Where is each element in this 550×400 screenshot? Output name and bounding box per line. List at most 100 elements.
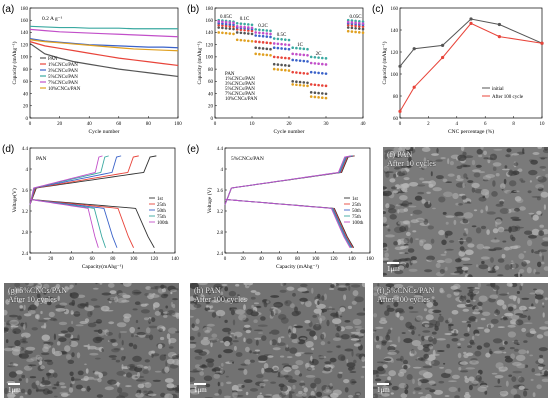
panel-b-point xyxy=(254,40,257,43)
panel-b-point xyxy=(239,22,243,25)
scale-bar-i: 1μm xyxy=(377,383,390,394)
panel-b-point xyxy=(258,34,261,38)
panel-b-point xyxy=(272,46,276,50)
sem-caption-f-line1: (f) PAN xyxy=(387,150,413,159)
sem-caption-g-line2: After 10 cycles xyxy=(8,295,57,304)
panel-b-point xyxy=(302,59,306,63)
panel-b-point xyxy=(269,47,272,51)
panel-b-point xyxy=(306,84,309,88)
panel-b-point xyxy=(287,64,291,67)
panel-b-point xyxy=(317,91,320,95)
panel-b-point xyxy=(309,55,313,59)
panel-e-plot-frame xyxy=(224,147,371,254)
panel-b-point xyxy=(291,52,294,56)
panel-b-point xyxy=(321,71,324,75)
panel-e-xtick-label: 60 xyxy=(277,257,283,262)
panel-d-xtick-label: 140 xyxy=(171,257,179,262)
panel-d-ylabel: Voltage(V) xyxy=(11,188,18,213)
panel-b-point xyxy=(217,21,220,25)
panel-b-point xyxy=(324,84,328,88)
panel-e-charge-curve xyxy=(224,155,354,205)
panel-b-legend-label: 3%CNCs/PAN xyxy=(225,82,255,87)
panel-b-point xyxy=(358,20,361,23)
panel-b-point xyxy=(232,27,235,31)
panel-e-xtick-label: 140 xyxy=(348,257,356,262)
panel-b-point xyxy=(265,29,269,32)
panel-b-point xyxy=(254,31,257,34)
panel-b-point xyxy=(269,54,272,57)
panel-b-point xyxy=(306,81,309,85)
panel-d-xtick-label: 20 xyxy=(48,257,54,262)
panel-e-charge-curve xyxy=(224,155,355,205)
panel-b-point xyxy=(276,46,280,50)
panel-b-point xyxy=(298,71,302,75)
panel-c-ytick-label: 60 xyxy=(393,117,399,122)
panel-b-ylabel: Capacity (mAhg⁻¹) xyxy=(196,41,203,84)
panel-b-point xyxy=(261,47,265,50)
panel-b-point xyxy=(232,21,235,25)
panel-d-ytick-label: 4.4 xyxy=(22,147,29,152)
panel-e-ytick-label: 3.6 xyxy=(217,189,224,194)
panel-b-point xyxy=(217,20,220,23)
panel-b-ytick-label: 60 xyxy=(208,80,214,85)
panel-b-point xyxy=(346,26,350,29)
panel-b-point xyxy=(361,20,365,23)
panel-e-legend-label: 1st xyxy=(352,197,358,202)
panel-b-point xyxy=(250,32,254,36)
panel-b-ytick-label: 120 xyxy=(206,43,214,48)
panel-b-legend-label: 1%CNCs/PAN xyxy=(225,77,255,82)
panel-b-point xyxy=(265,32,269,35)
panel-b-point xyxy=(350,21,354,24)
panel-e-ytick-label: 4 xyxy=(221,168,224,173)
panel-d-ytick-label: 2.8 xyxy=(22,231,29,236)
panel-b-point xyxy=(298,83,302,87)
panel-b-point xyxy=(284,64,287,67)
panel-b-point xyxy=(346,29,350,33)
panel-b-point xyxy=(276,55,280,59)
panel-b-point xyxy=(221,26,224,30)
panel-a-ytick-label: 140 xyxy=(21,31,29,36)
panel-e-discharge-curve xyxy=(224,199,354,248)
panel-b-point xyxy=(350,26,354,30)
panel-b-point xyxy=(276,37,280,41)
panel-b-point xyxy=(232,25,235,28)
panel-e-xtick-label: 0 xyxy=(224,257,227,262)
panel-b-point xyxy=(284,56,287,60)
panel-a-legend-label: 5%CNCs/PAN xyxy=(48,75,78,80)
panel-b-point xyxy=(317,71,320,75)
panel-b-legend-label: 5%CNCs/PAN xyxy=(225,87,255,92)
panel-b-rate-label: 0.05C xyxy=(350,15,363,20)
panel-c-xtick-label: 4 xyxy=(456,122,459,127)
sem-caption-f: (f) PAN After 10 cycles xyxy=(387,150,436,168)
panel-b-point xyxy=(228,32,232,35)
panel-e-ytick-label: 2.4 xyxy=(217,252,224,257)
panel-b-point xyxy=(269,41,272,45)
panel-b-point xyxy=(302,53,306,57)
panel-b-point xyxy=(276,63,280,66)
panel-d-ytick-label: 4 xyxy=(26,168,29,173)
panel-b-point xyxy=(354,21,357,25)
panel-b-point xyxy=(361,25,365,28)
panel-b-rate-label: 0.1C xyxy=(240,17,250,22)
panel-a-xtick-label: 40 xyxy=(87,122,93,127)
panel-b-point xyxy=(261,34,265,38)
panel-b-point xyxy=(309,95,313,98)
panel-b-ytick-label: 0 xyxy=(211,117,214,122)
panel-a-plot-frame xyxy=(29,7,179,119)
panel-b-point xyxy=(284,47,287,51)
panel-b-point xyxy=(302,81,306,84)
panel-d-charge-curve xyxy=(29,155,103,205)
panel-b-point xyxy=(295,80,298,83)
panel-e-discharge-curve xyxy=(224,199,351,248)
panel-c-point xyxy=(412,85,416,89)
panel-b-point xyxy=(313,71,317,74)
panel-b-point xyxy=(321,56,324,60)
panel-e-xtick-label: 120 xyxy=(330,257,338,262)
panel-d-legend-label: 1st xyxy=(157,197,163,202)
panel-b-legend-label: 7%CNCs/PAN xyxy=(225,92,255,97)
panel-a-rate: 0.2 A g⁻¹ xyxy=(42,16,63,22)
panel-b-point xyxy=(361,31,365,34)
panel-b-point xyxy=(258,28,261,32)
panel-b-point xyxy=(221,22,224,25)
panel-b-point xyxy=(221,31,224,35)
